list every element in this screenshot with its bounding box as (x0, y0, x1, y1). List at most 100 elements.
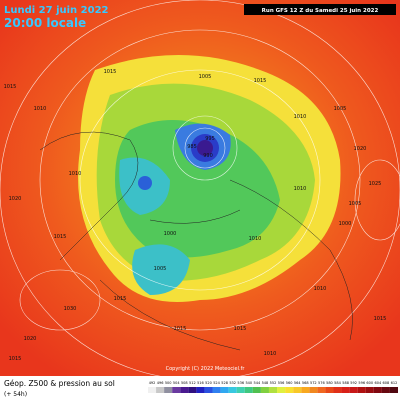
colorbar-cell (188, 387, 197, 393)
colorbar-cell (212, 387, 221, 393)
geopotential-field (78, 55, 341, 302)
colorbar-tick: 516 (197, 381, 204, 385)
colorbar-cell (293, 387, 302, 393)
colorbar-tick: 584 (334, 381, 341, 385)
pressure-label: 1020 (354, 146, 367, 152)
pressure-label: 1015 (4, 84, 17, 90)
pressure-label: 1015 (174, 326, 187, 332)
colorbar-cell (301, 387, 310, 393)
colorbar-cell (156, 387, 165, 393)
colorbar-cell (317, 387, 326, 393)
pressure-label: 990 (203, 153, 213, 159)
colorbar-tick: 600 (366, 381, 373, 385)
colorbar-tick: 568 (302, 381, 309, 385)
colorbar-cell (325, 387, 334, 393)
colorbar-tick: 612 (391, 381, 398, 385)
pressure-label: 1010 (264, 351, 277, 357)
lead-time: (+ 54h) (4, 391, 27, 398)
colorbar-cell (180, 387, 189, 393)
colorbar-cell (252, 387, 261, 393)
colorbar-cell (389, 387, 398, 393)
pressure-label: 1015 (234, 326, 247, 332)
pressure-label: 1015 (104, 69, 117, 75)
colorbar-tick: 536 (237, 381, 244, 385)
colorbar-cell (164, 387, 173, 393)
run-info: Run GFS 12 Z du Samedi 25 juin 2022 (262, 8, 379, 14)
colorbar-cell (349, 387, 358, 393)
pressure-label: 1010 (294, 114, 307, 120)
pressure-label: 1010 (294, 186, 307, 192)
colorbar-cell (236, 387, 245, 393)
pressure-label: 995 (205, 136, 215, 142)
colorbar-cell (268, 387, 278, 393)
colorbar-tick: 524 (213, 381, 220, 385)
pressure-label: 1005 (349, 201, 362, 207)
colorbar-tick: 608 (383, 381, 390, 385)
pressure-label: 1015 (54, 234, 67, 240)
pressure-label: 1010 (69, 171, 82, 177)
pressure-label: 1015 (374, 316, 387, 322)
pressure-label: 1025 (369, 181, 382, 187)
colorbar-cell (357, 387, 366, 393)
pressure-label: 1030 (64, 306, 77, 312)
colorbar-tick: 576 (318, 381, 325, 385)
colorbar-tick: 596 (358, 381, 365, 385)
colorbar: 492 496 500 504 508 512 516 520 524 528 532 536 540 5… (148, 381, 398, 393)
colorbar-cell (260, 387, 269, 393)
colorbar-tick: 564 (294, 381, 301, 385)
colorbar-cell (228, 387, 237, 393)
run-box (244, 4, 396, 15)
colorbar-tick: 588 (342, 381, 349, 385)
colorbar-tick: 572 (310, 381, 317, 385)
pressure-label: 1010 (34, 106, 47, 112)
pressure-label: 1015 (114, 296, 127, 302)
colorbar-tick: 528 (221, 381, 228, 385)
colorbar-cell (220, 387, 229, 393)
pressure-label: 1020 (24, 336, 37, 342)
colorbar-tick: 492 (149, 381, 156, 385)
copyright: Copyright (C) 2022 Meteociel.fr (166, 366, 246, 372)
colorbar-tick: 556 (278, 381, 285, 385)
colorbar-cell (285, 387, 294, 393)
date: Lundi 27 juin 2022 (4, 5, 109, 16)
colorbar-cell (196, 387, 205, 393)
colorbar-cell (148, 387, 157, 393)
pressure-label: 1020 (9, 196, 22, 202)
pressure-label: 985 (187, 144, 197, 150)
pressure-label: 1010 (249, 236, 262, 242)
time: 20:00 locale (4, 16, 86, 30)
colorbar-cell (341, 387, 350, 393)
pressure-label: 1005 (154, 266, 167, 272)
colorbar-tick: 532 (229, 381, 236, 385)
colorbar-tick: 592 (350, 381, 357, 385)
pressure-label: 1000 (339, 221, 352, 227)
coastlines (39, 131, 353, 351)
colorbar-cell (365, 387, 374, 393)
pressure-label: 1015 (9, 356, 22, 362)
colorbar-tick: 580 (326, 381, 333, 385)
colorbar-tick: 520 (205, 381, 212, 385)
isobars (0, 0, 400, 380)
pressure-labels: 1015 1010 1015 1005 1015 1010 1005 1020 … (4, 69, 387, 362)
pressure-label: 1010 (314, 286, 327, 292)
colorbar-tick: 548 (262, 381, 269, 385)
colorbar-tick: 560 (286, 381, 293, 385)
colorbar-cell (373, 387, 382, 393)
colorbar-cell (309, 387, 318, 393)
pressure-label: 1015 (254, 78, 267, 84)
colorbar-cell (277, 387, 286, 393)
colorbar-tick: 544 (254, 381, 261, 385)
colorbar-cell (333, 387, 342, 393)
colorbar-tick: 552 (270, 381, 277, 385)
colorbar-tick: 508 (181, 381, 188, 385)
colorbar-tick: 604 (374, 381, 381, 385)
colorbar-tick: 540 (245, 381, 252, 385)
colorbar-tick: 496 (157, 381, 164, 385)
pressure-label: 1005 (334, 106, 347, 112)
pressure-label: 1000 (164, 231, 177, 237)
colorbar-cell (172, 387, 181, 393)
field-name: Géop. Z500 & pression au sol (4, 379, 115, 388)
pressure-label: 1005 (199, 74, 212, 80)
colorbar-tick: 504 (173, 381, 180, 385)
